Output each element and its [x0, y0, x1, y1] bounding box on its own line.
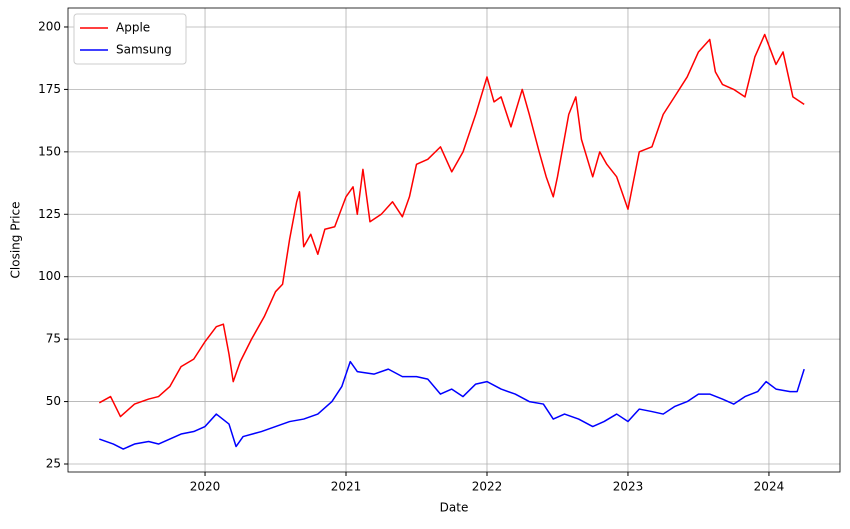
- line: [98, 33, 805, 418]
- x-tick-label: 2020: [190, 480, 221, 494]
- y-tick-label: 150: [38, 144, 61, 158]
- y-tick-label: 200: [38, 19, 61, 33]
- x-axis-label: Date: [440, 501, 469, 515]
- y-axis-label: Closing Price: [9, 202, 23, 279]
- plot-frame: [67, 7, 841, 473]
- y-tick-label: 100: [38, 269, 61, 283]
- legend-label: Apple: [116, 21, 150, 35]
- legend-label: Samsung: [116, 43, 172, 57]
- y-tick-label: 75: [46, 332, 61, 346]
- line: [99, 360, 805, 450]
- x-tick-label: 2022: [472, 480, 503, 494]
- y-tick-label: 25: [46, 457, 61, 471]
- legend-box: [73, 13, 187, 65]
- x-tick-label: 2024: [754, 480, 785, 494]
- y-tick-label: 175: [38, 82, 61, 96]
- x-tick-label: 2021: [331, 480, 362, 494]
- y-tick-label: 50: [46, 394, 61, 408]
- x-tick-label: 2023: [613, 480, 644, 494]
- y-tick-label: 125: [38, 207, 61, 221]
